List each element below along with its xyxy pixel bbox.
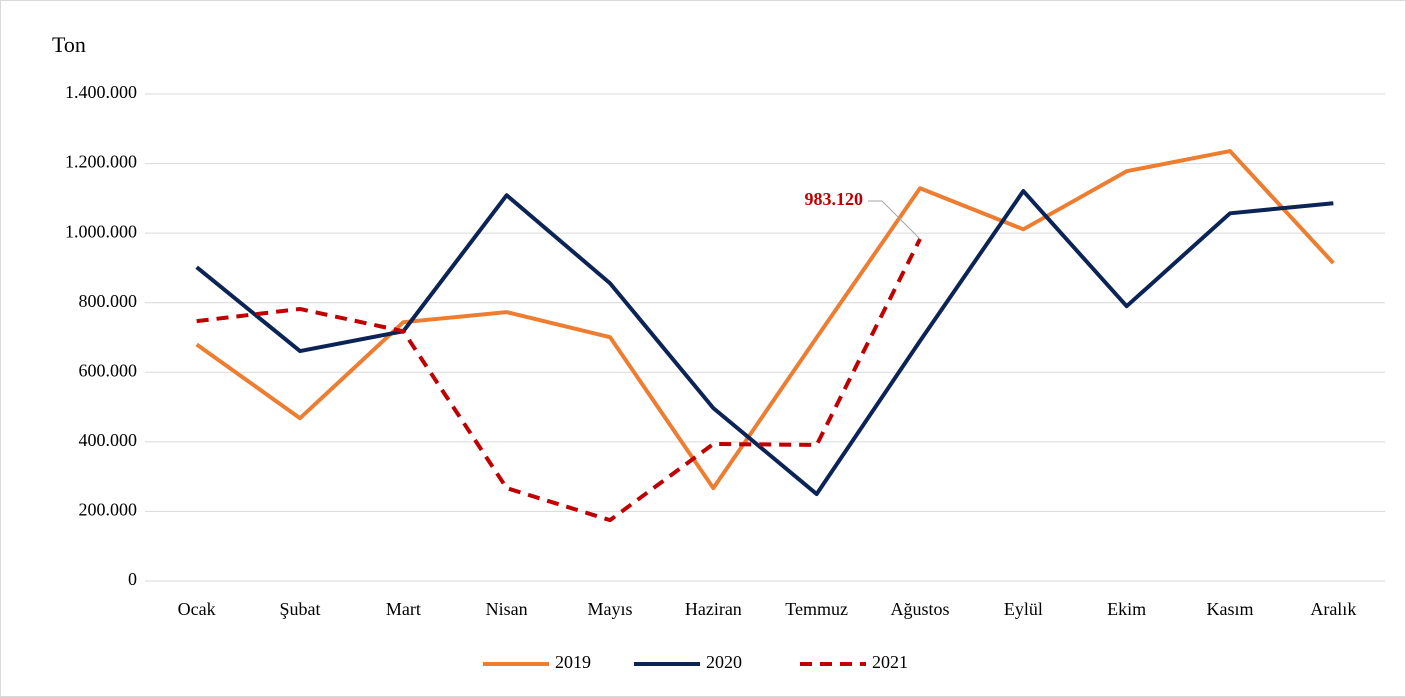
line-series bbox=[195, 149, 1335, 491]
line-series bbox=[195, 189, 1334, 497]
data-label: 983.120 bbox=[805, 189, 864, 209]
legend-label: 2020 bbox=[706, 652, 742, 672]
line-series bbox=[196, 238, 922, 523]
x-tick-label: Ekim bbox=[1107, 599, 1146, 619]
x-tick-label: Eylül bbox=[1004, 599, 1043, 619]
x-tick-label: Temmuz bbox=[785, 599, 848, 619]
x-tick-label: Ağustos bbox=[890, 599, 949, 619]
x-tick-label: Mart bbox=[386, 599, 421, 619]
y-tick-label: 1.200.000 bbox=[65, 152, 137, 172]
y-tick-label: 400.000 bbox=[79, 430, 138, 450]
y-tick-label: 0 bbox=[128, 569, 137, 589]
x-tick-label: Mayıs bbox=[588, 599, 633, 619]
x-tick-label: Aralık bbox=[1310, 599, 1356, 619]
x-tick-label: Ocak bbox=[178, 599, 216, 619]
x-tick-label: Haziran bbox=[685, 599, 742, 619]
x-tick-label: Kasım bbox=[1207, 599, 1254, 619]
y-tick-label: 1.000.000 bbox=[65, 221, 137, 241]
x-tick-label: Nisan bbox=[486, 599, 528, 619]
x-tick-label: Şubat bbox=[279, 599, 320, 619]
y-tick-label: 1.400.000 bbox=[65, 82, 137, 102]
leader-line bbox=[868, 200, 921, 240]
legend-label: 2021 bbox=[872, 652, 908, 672]
legend-label: 2019 bbox=[555, 652, 591, 672]
y-tick-label: 200.000 bbox=[79, 500, 138, 520]
y-axis-label: Ton bbox=[52, 32, 86, 57]
y-tick-label: 600.000 bbox=[79, 360, 138, 380]
y-tick-label: 800.000 bbox=[79, 291, 138, 311]
